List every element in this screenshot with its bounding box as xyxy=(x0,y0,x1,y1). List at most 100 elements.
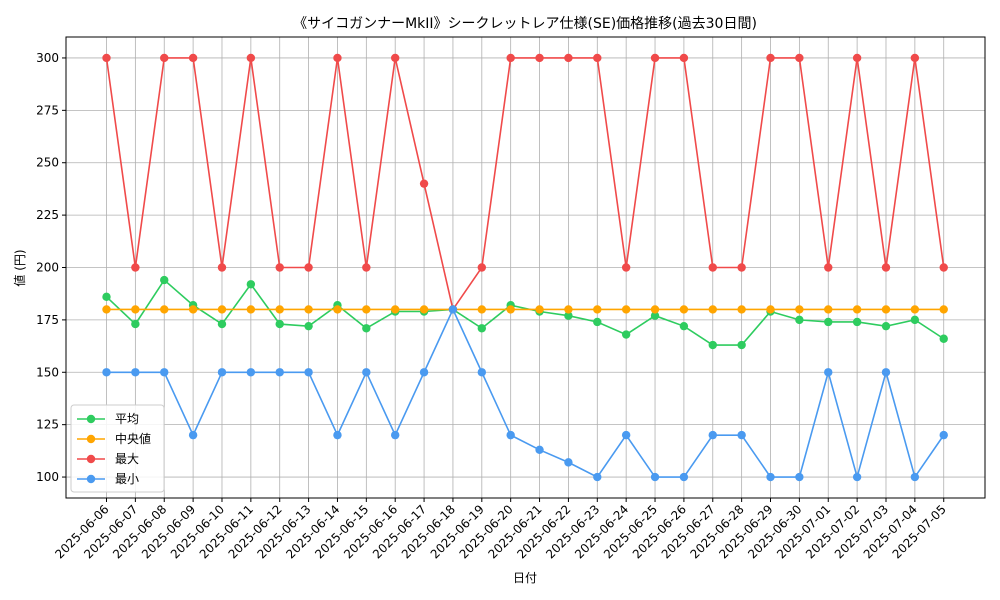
data-point xyxy=(102,368,111,377)
series-中央値 xyxy=(102,305,948,314)
data-point xyxy=(477,263,487,272)
data-point xyxy=(708,340,717,350)
data-point xyxy=(535,445,544,455)
data-point xyxy=(708,430,717,440)
data-point xyxy=(708,263,717,272)
data-point xyxy=(275,305,284,314)
y-tick-label: 250 xyxy=(36,156,59,170)
data-point xyxy=(102,292,111,302)
legend-label: 平均 xyxy=(115,412,139,426)
legend-item: 中央値 xyxy=(77,431,151,446)
data-point xyxy=(362,368,371,377)
data-point xyxy=(621,330,631,339)
data-point xyxy=(506,430,515,440)
data-point xyxy=(102,305,111,314)
y-tick-label: 300 xyxy=(36,51,59,65)
data-point xyxy=(275,319,284,329)
data-point xyxy=(188,305,198,314)
data-point xyxy=(304,263,313,272)
data-point xyxy=(737,305,746,314)
legend-item: 最大 xyxy=(77,452,139,466)
data-point xyxy=(535,53,544,63)
data-point xyxy=(621,263,631,272)
data-point xyxy=(275,263,284,272)
data-point xyxy=(564,458,573,467)
data-point xyxy=(188,430,198,440)
data-point xyxy=(939,305,948,314)
data-point xyxy=(737,263,746,272)
data-point xyxy=(217,263,227,272)
data-point xyxy=(679,53,689,63)
data-point xyxy=(593,53,602,63)
data-point xyxy=(795,53,804,63)
data-point xyxy=(362,324,371,333)
legend-swatch-marker xyxy=(86,434,96,444)
data-point xyxy=(593,472,602,482)
data-point xyxy=(304,321,313,331)
data-point xyxy=(795,315,804,325)
data-point xyxy=(910,53,920,63)
data-point xyxy=(362,305,371,314)
data-point xyxy=(506,305,515,314)
data-point xyxy=(535,305,544,314)
data-point xyxy=(333,430,342,440)
series-最小 xyxy=(102,305,948,482)
data-point xyxy=(477,368,487,377)
data-point xyxy=(679,472,689,482)
legend-label: 最小 xyxy=(115,472,139,486)
x-ticks: 2025-06-062025-06-072025-06-082025-06-09… xyxy=(52,498,949,561)
data-point xyxy=(939,334,948,343)
legend-box xyxy=(70,404,165,493)
data-point xyxy=(131,263,140,272)
data-point xyxy=(910,305,920,314)
data-point xyxy=(391,305,400,314)
data-point xyxy=(131,319,140,329)
series-最大 xyxy=(102,53,948,314)
data-point xyxy=(852,317,862,327)
data-point xyxy=(650,311,660,320)
data-point xyxy=(881,263,891,272)
data-point xyxy=(564,311,573,320)
data-point xyxy=(304,305,313,314)
data-point xyxy=(275,368,284,377)
x-axis-label: 日付 xyxy=(513,571,537,585)
data-point xyxy=(564,53,573,63)
data-point xyxy=(564,305,573,314)
y-tick-label: 200 xyxy=(36,261,59,275)
data-point xyxy=(419,179,429,188)
data-point xyxy=(391,430,400,440)
data-point xyxy=(881,368,891,377)
series-layer xyxy=(102,53,948,482)
data-point xyxy=(246,305,256,314)
data-point xyxy=(650,53,660,63)
data-point xyxy=(621,305,631,314)
data-point xyxy=(477,305,487,314)
data-point xyxy=(160,53,169,63)
data-point xyxy=(939,263,948,272)
data-point xyxy=(217,305,227,314)
legend-swatch-marker xyxy=(86,454,96,464)
data-point xyxy=(217,368,227,377)
data-point xyxy=(824,317,833,327)
y-tick-label: 150 xyxy=(36,365,59,379)
y-ticks: 100 125 150 175 200 225 250 275 300 xyxy=(36,51,66,484)
data-point xyxy=(246,53,256,63)
data-point xyxy=(766,305,775,314)
data-point xyxy=(362,263,371,272)
data-point xyxy=(881,321,891,331)
data-point xyxy=(391,53,400,63)
data-point xyxy=(131,368,140,377)
data-point xyxy=(621,430,631,440)
y-axis-label: 値 (円) xyxy=(12,249,27,286)
y-tick-label: 175 xyxy=(36,313,59,327)
data-point xyxy=(679,305,689,314)
data-point xyxy=(852,53,862,63)
data-point xyxy=(333,305,342,314)
legend-swatch-marker xyxy=(86,414,96,424)
data-point xyxy=(160,368,169,377)
grid xyxy=(66,37,985,498)
y-tick-label: 125 xyxy=(36,418,59,432)
y-tick-label: 100 xyxy=(36,470,59,484)
